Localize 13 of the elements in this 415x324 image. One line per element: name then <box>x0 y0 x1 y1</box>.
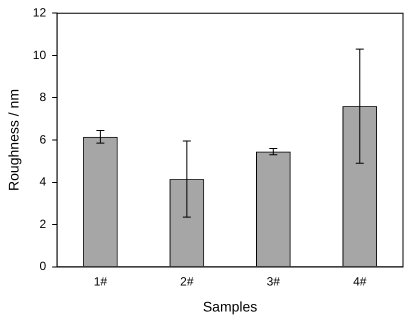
y-tick-label: 2 <box>39 216 46 231</box>
x-axis-title: Samples <box>202 298 258 314</box>
x-tick-label: 1# <box>94 274 108 288</box>
y-tick-label: 4 <box>39 174 46 189</box>
x-tick-label: 4# <box>353 274 367 288</box>
y-tick-label: 0 <box>39 259 46 274</box>
y-tick-label: 12 <box>32 6 46 20</box>
y-tick-label: 8 <box>39 90 46 104</box>
y-tick-label: 6 <box>39 132 46 146</box>
x-tick-label: 3# <box>266 274 280 288</box>
y-axis-title: Roughness / nm <box>5 89 22 191</box>
x-tick-label: 2# <box>180 274 194 288</box>
y-tick-label: 10 <box>32 48 46 62</box>
